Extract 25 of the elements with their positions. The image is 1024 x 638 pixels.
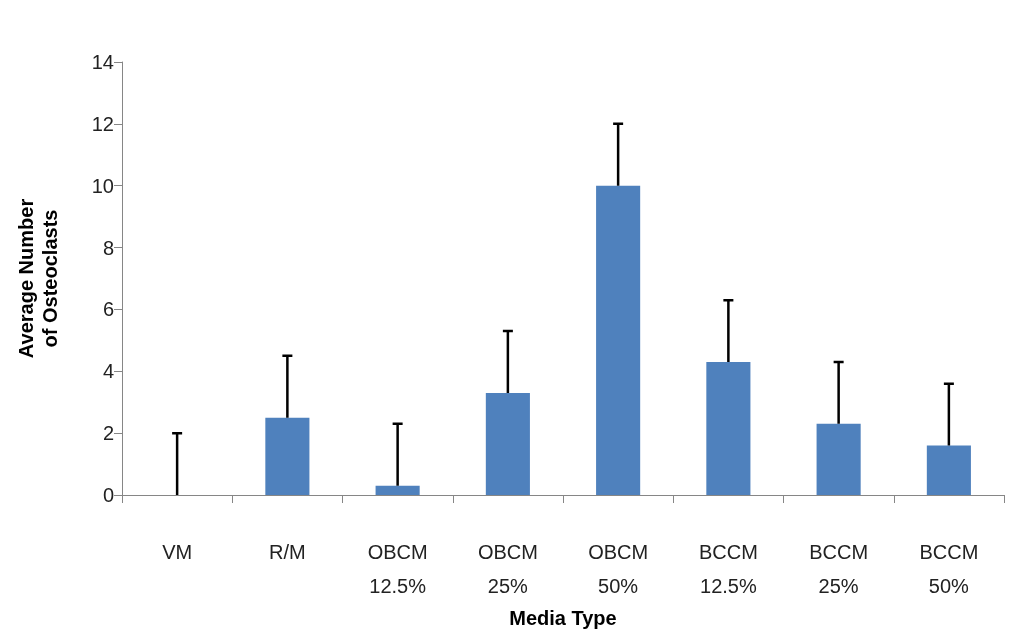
bar [706, 362, 751, 495]
bar [265, 417, 310, 495]
bar [375, 485, 420, 495]
y-axis-title: Average Number of Osteoclasts [15, 198, 61, 359]
y-tick-label: 0 [102, 484, 114, 506]
x-tick-label: OBCM 25% [477, 541, 538, 597]
bar [596, 185, 641, 495]
x-tick-label: OBCM 50% [588, 541, 649, 597]
x-axis-title: Media Type [509, 606, 617, 629]
y-tick-label: 8 [102, 236, 114, 259]
x-tick-label: BCCM 12.5% [698, 541, 758, 597]
bar [485, 392, 530, 495]
y-tick-label: 10 [91, 174, 114, 197]
y-tick-label: 2 [102, 422, 114, 445]
y-tick-label: 14 [91, 51, 114, 73]
bar [816, 423, 861, 495]
x-tick-label: BCCM 25% [809, 541, 869, 597]
bar [926, 445, 971, 495]
x-tick-label: BCCM 50% [919, 541, 979, 597]
y-tick-label: 12 [91, 112, 114, 135]
x-tick-label: VM [162, 541, 193, 563]
x-tick-label: R/M [269, 541, 306, 563]
x-tick-label: OBCM 12.5% [367, 541, 428, 597]
y-tick-label: 4 [102, 360, 114, 383]
y-tick-label: 6 [102, 298, 114, 321]
